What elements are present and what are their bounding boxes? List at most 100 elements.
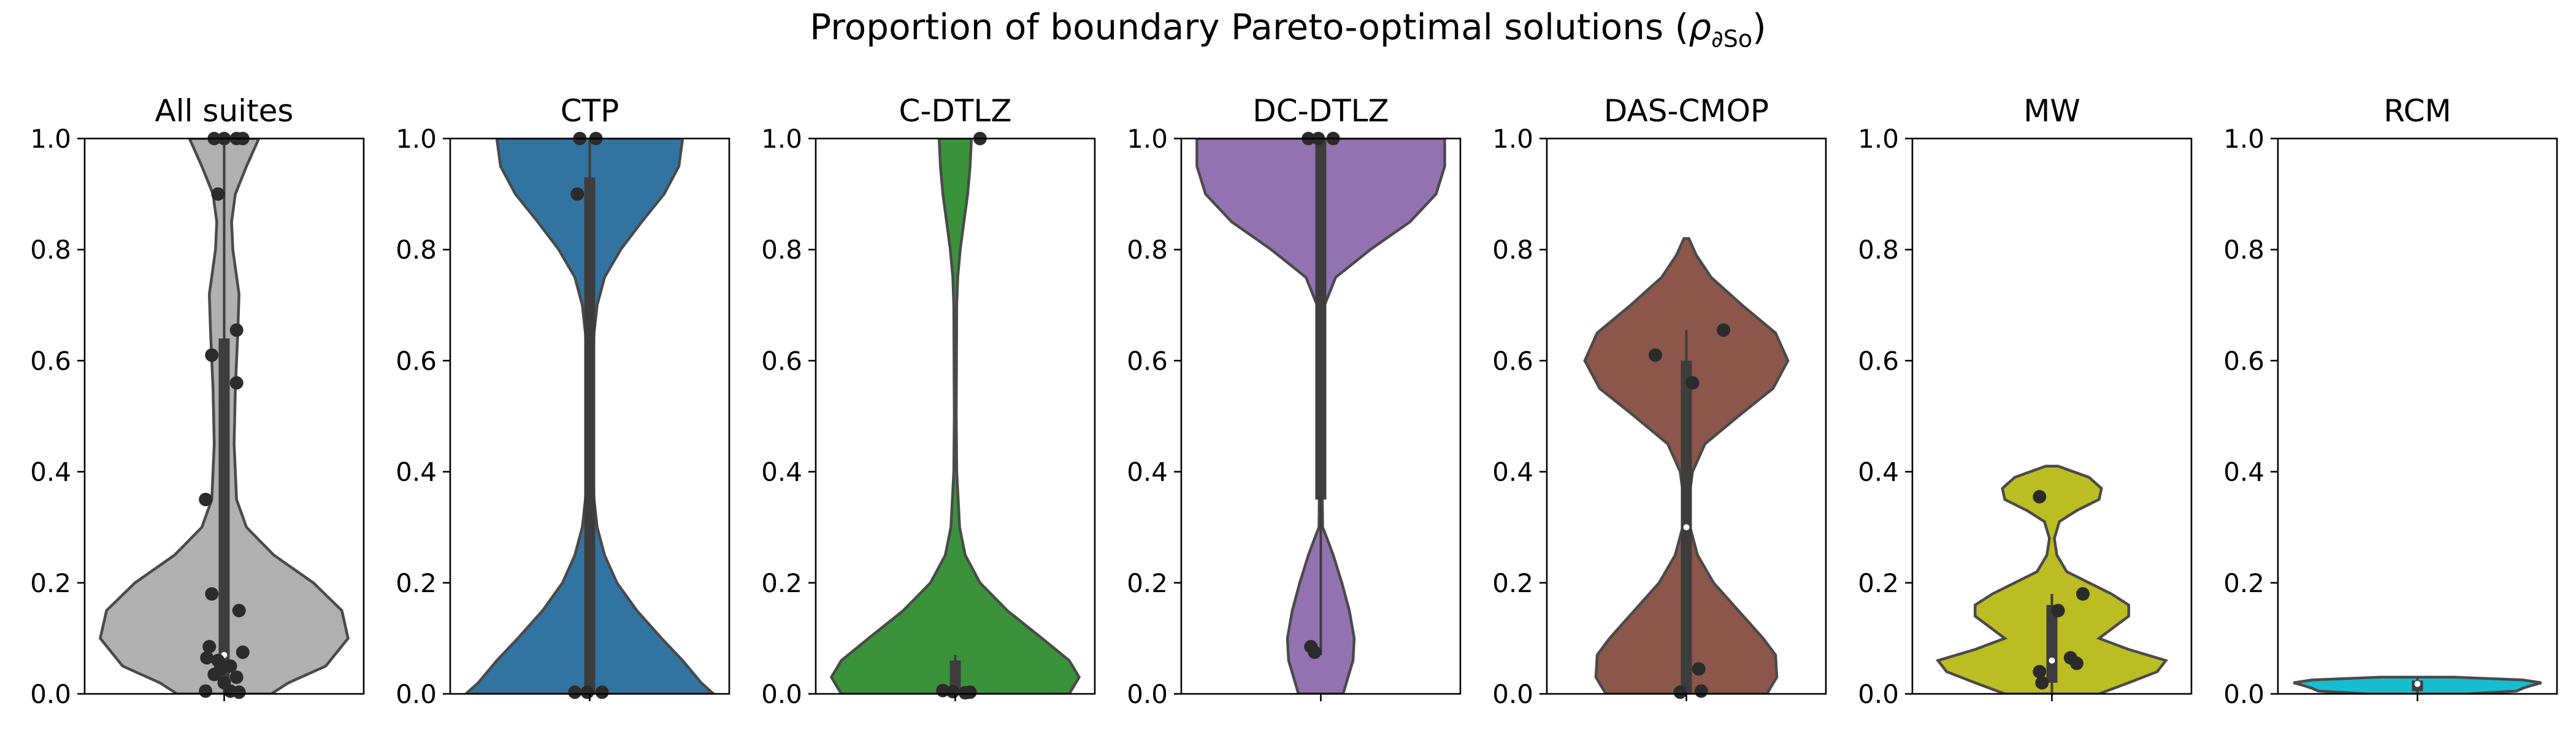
data-point xyxy=(211,187,225,201)
y-tick-label: 0.8 xyxy=(761,235,802,265)
y-tick-label: 0.0 xyxy=(1492,679,1533,709)
subplot-6: 0.0 0.2 0.4 0.6 0.8 1.0 MW xyxy=(1858,93,2193,709)
data-point xyxy=(2035,675,2049,690)
data-point xyxy=(205,348,219,362)
subplot-title: C-DTLZ xyxy=(899,93,1011,129)
subplot-title: MW xyxy=(2023,93,2080,129)
subplot-4: 0.0 0.2 0.4 0.6 0.8 1.0 DC-DTLZ xyxy=(1127,93,1462,709)
violin-body xyxy=(1935,465,2169,694)
violin-median xyxy=(2414,680,2421,687)
data-point xyxy=(205,587,219,601)
subplot-2: 0.0 0.2 0.4 0.6 0.8 1.0 CTP xyxy=(396,93,730,709)
y-tick-label: 0.6 xyxy=(396,346,437,376)
data-point xyxy=(207,668,221,682)
figure-title-text: Proportion of boundary Pareto-optimal so… xyxy=(810,6,1689,48)
subplot-1: 0.0 0.2 0.4 0.6 0.8 1.0 All suites xyxy=(30,93,365,709)
y-tick-label: 0.2 xyxy=(1127,568,1168,598)
data-point xyxy=(199,492,213,506)
data-point xyxy=(2076,587,2090,601)
data-point xyxy=(2033,664,2047,679)
subplot-title: DAS-CMOP xyxy=(1604,93,1769,129)
data-point xyxy=(229,376,243,390)
data-point xyxy=(202,639,217,653)
violin-body xyxy=(829,139,1081,694)
y-tick-label: 0.0 xyxy=(761,679,802,709)
data-point xyxy=(199,684,213,698)
data-point xyxy=(232,604,246,618)
data-point xyxy=(2033,490,2047,504)
data-point xyxy=(229,323,243,337)
y-tick-label: 0.0 xyxy=(1858,679,1899,709)
violin-median xyxy=(1683,524,1690,531)
y-tick-label: 0.6 xyxy=(30,346,71,376)
y-tick-label: 0.6 xyxy=(2223,346,2264,376)
subplot-7: 0.0 0.2 0.4 0.6 0.8 1.0 RCM xyxy=(2223,93,2558,709)
y-tick-label: 0.2 xyxy=(396,568,437,598)
y-tick-label: 0.2 xyxy=(761,568,802,598)
data-point xyxy=(595,685,609,699)
figure-title-symbol: ρ xyxy=(1689,6,1712,48)
y-tick-label: 0.4 xyxy=(1492,457,1533,487)
subplot-title: CTP xyxy=(561,93,619,129)
subplot-title: DC-DTLZ xyxy=(1252,93,1389,129)
y-tick-label: 0.6 xyxy=(1858,346,1899,376)
data-point xyxy=(1673,685,1687,699)
y-tick-label: 0.6 xyxy=(761,346,802,376)
data-point xyxy=(963,685,977,699)
figure-title: Proportion of boundary Pareto-optimal so… xyxy=(0,6,2576,53)
data-point xyxy=(1649,348,1662,362)
y-tick-label: 0.8 xyxy=(2223,235,2264,265)
data-point xyxy=(1308,645,1322,660)
y-tick-label: 0.8 xyxy=(1127,235,1168,265)
y-tick-label: 1.0 xyxy=(1127,124,1168,154)
violin-box xyxy=(218,338,230,683)
data-point xyxy=(1685,376,1700,390)
data-point xyxy=(946,685,960,699)
y-tick-label: 1.0 xyxy=(1492,124,1533,154)
data-point xyxy=(568,685,582,699)
y-tick-label: 0.0 xyxy=(396,679,437,709)
y-tick-label: 0.8 xyxy=(30,235,71,265)
data-point xyxy=(223,684,237,698)
figure-title-close: ) xyxy=(1752,6,1766,48)
y-tick-label: 0.0 xyxy=(2223,679,2264,709)
y-tick-label: 0.0 xyxy=(1127,679,1168,709)
y-tick-label: 1.0 xyxy=(2223,124,2264,154)
y-tick-label: 0.8 xyxy=(1858,235,1899,265)
data-point xyxy=(229,670,243,684)
y-tick-label: 0.4 xyxy=(1858,457,1899,487)
y-tick-label: 0.2 xyxy=(30,568,71,598)
y-tick-label: 0.8 xyxy=(1492,235,1533,265)
violin-median xyxy=(2049,657,2055,664)
subplot-3: 0.0 0.2 0.4 0.6 0.8 1.0 C-DTLZ xyxy=(761,93,1096,709)
y-tick-label: 0.4 xyxy=(396,457,437,487)
data-point xyxy=(236,645,250,660)
y-tick-label: 0.2 xyxy=(1858,568,1899,598)
y-tick-label: 0.4 xyxy=(30,457,71,487)
y-tick-label: 0.4 xyxy=(2223,457,2264,487)
y-tick-label: 0.4 xyxy=(761,457,802,487)
data-point xyxy=(1692,662,1706,676)
subplot-title: RCM xyxy=(2383,93,2451,129)
violin-box xyxy=(2046,605,2058,683)
data-point xyxy=(2051,604,2065,618)
data-point xyxy=(1717,323,1731,337)
y-tick-label: 1.0 xyxy=(30,124,71,154)
y-tick-label: 0.6 xyxy=(1492,346,1533,376)
data-point xyxy=(1694,684,1708,698)
y-tick-label: 0.2 xyxy=(1492,568,1533,598)
data-point xyxy=(2069,656,2083,671)
figure-title-subscript: ∂So xyxy=(1711,25,1753,53)
y-tick-label: 1.0 xyxy=(396,124,437,154)
data-point xyxy=(200,651,214,665)
y-tick-label: 0.4 xyxy=(1127,457,1168,487)
axes-frame xyxy=(2277,137,2558,695)
violin-box xyxy=(584,177,596,694)
subplot-5: 0.0 0.2 0.4 0.6 0.8 1.0 DAS-CMOP xyxy=(1492,93,1827,709)
data-point xyxy=(580,685,594,699)
data-point xyxy=(570,187,585,201)
y-tick-label: 0.8 xyxy=(396,235,437,265)
y-tick-label: 0.0 xyxy=(30,679,71,709)
